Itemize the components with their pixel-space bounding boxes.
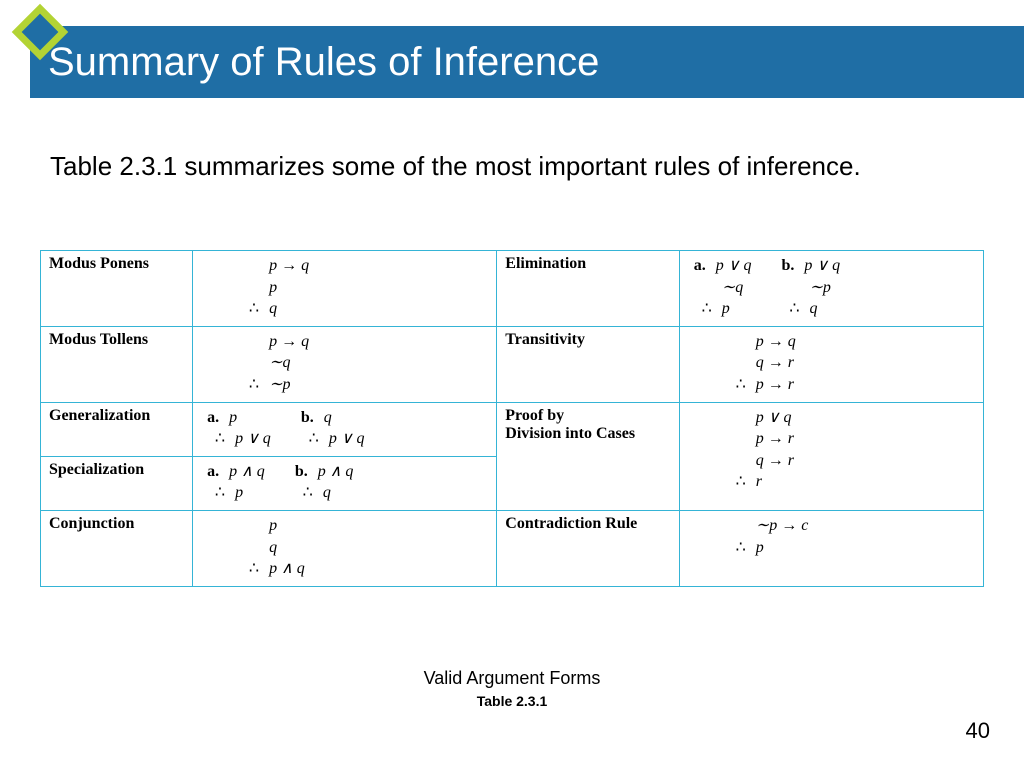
premise-line: p → q — [241, 331, 309, 353]
rule-forms-cell: p → qpq — [193, 251, 497, 327]
rule-forms-cell: a.p ∧ qp b.p ∧ qq — [193, 456, 497, 510]
title-bar: Summary of Rules of Inference — [30, 26, 1024, 98]
argument-form: b.qp ∨ q — [301, 407, 365, 450]
rule-name-cell: Specialization — [41, 456, 193, 510]
rules-table: Modus Ponensp → qpqEliminationa.p ∨ q∼qp… — [40, 250, 984, 587]
argument-form: p → qq → rp → r — [728, 331, 796, 396]
rule-forms-cell: p → qq → rp → r — [679, 326, 983, 402]
conclusion-line: q — [241, 298, 309, 320]
argument-form: a.p ∧ qp — [207, 461, 265, 504]
argument-form: p ∨ qp → rq → rr — [728, 407, 794, 493]
premise-line: p — [241, 515, 305, 537]
conclusion-line: p ∨ q — [207, 428, 271, 450]
conclusion-line: p — [728, 537, 809, 559]
conclusion-line: p ∨ q — [301, 428, 365, 450]
rule-name-cell: Transitivity — [497, 326, 680, 402]
conclusion-line: p ∧ q — [241, 558, 305, 580]
premise-line: a.p ∧ q — [207, 461, 265, 483]
premise-line: b.q — [301, 407, 365, 429]
table-row: Modus Tollensp → q∼q∼pTransitivityp → qq… — [41, 326, 984, 402]
conclusion-line: p — [207, 482, 265, 504]
argument-form: pqp ∧ q — [241, 515, 305, 580]
table-row: Conjunctionpqp ∧ qContradiction Rule∼p →… — [41, 510, 984, 586]
table-row: Modus Ponensp → qpqEliminationa.p ∨ q∼qp… — [41, 251, 984, 327]
slide: Summary of Rules of Inference Table 2.3.… — [0, 0, 1024, 768]
rule-name-cell: Elimination — [497, 251, 680, 327]
table-caption: Valid Argument Forms Table 2.3.1 — [0, 668, 1024, 709]
rule-forms-cell: a.pp ∨ qb.qp ∨ q — [193, 402, 497, 456]
rule-name-cell: Modus Ponens — [41, 251, 193, 327]
rule-name-cell: Modus Tollens — [41, 326, 193, 402]
rules-table-wrap: Modus Ponensp → qpqEliminationa.p ∨ q∼qp… — [40, 250, 984, 587]
argument-form: p → q∼q∼p — [241, 331, 309, 396]
argument-form: a.p ∨ q∼qp — [694, 255, 752, 320]
form-label: a. — [694, 257, 706, 274]
conclusion-line: p → r — [728, 374, 796, 396]
form-label: a. — [207, 463, 219, 480]
premise-line: p → q — [728, 331, 796, 353]
rule-forms-cell: p → q∼q∼p — [193, 326, 497, 402]
premise-line: q → r — [728, 352, 796, 374]
argument-form: b.p ∧ qq — [295, 461, 354, 504]
rule-name-cell: Proof byDivision into Cases — [497, 402, 680, 510]
form-label: b. — [782, 257, 795, 274]
premise-line: p → q — [241, 255, 309, 277]
conclusion-line: q — [295, 482, 354, 504]
conclusion-line: p — [694, 298, 752, 320]
argument-form: a.pp ∨ q — [207, 407, 271, 450]
conclusion-line: q — [782, 298, 841, 320]
table-row: Generalizationa.pp ∨ qb.qp ∨ qProof byDi… — [41, 402, 984, 456]
premise-line: p — [241, 277, 309, 299]
rule-forms-cell: a.p ∨ q∼qp b.p ∨ q∼pq — [679, 251, 983, 327]
premise-line: ∼p — [782, 277, 841, 299]
premise-line: q — [241, 537, 305, 559]
premise-line: a.p — [207, 407, 271, 429]
premise-line: ∼q — [694, 277, 752, 299]
rule-name-cell: Generalization — [41, 402, 193, 456]
rule-forms-cell: p ∨ qp → rq → rr — [679, 402, 983, 510]
premise-line: q → r — [728, 450, 794, 472]
slide-title: Summary of Rules of Inference — [48, 40, 599, 85]
premise-line: ∼q — [241, 352, 309, 374]
form-label: b. — [301, 409, 314, 426]
argument-form: p → qpq — [241, 255, 309, 320]
premise-line: a.p ∨ q — [694, 255, 752, 277]
rule-forms-cell: pqp ∧ q — [193, 510, 497, 586]
argument-form: ∼p → cp — [728, 515, 809, 558]
form-label: a. — [207, 409, 219, 426]
argument-form: b.p ∨ q∼pq — [782, 255, 841, 320]
caption-title: Valid Argument Forms — [0, 668, 1024, 689]
caption-subtitle: Table 2.3.1 — [0, 693, 1024, 709]
rule-forms-cell: ∼p → cp — [679, 510, 983, 586]
premise-line: p → r — [728, 428, 794, 450]
page-number: 40 — [966, 718, 990, 744]
premise-line: b.p ∧ q — [295, 461, 354, 483]
premise-line: b.p ∨ q — [782, 255, 841, 277]
form-label: b. — [295, 463, 308, 480]
premise-line: p ∨ q — [728, 407, 794, 429]
intro-text: Table 2.3.1 summarizes some of the most … — [50, 150, 964, 184]
conclusion-line: r — [728, 471, 794, 493]
premise-line: ∼p → c — [728, 515, 809, 537]
diamond-icon — [8, 0, 72, 64]
rule-name-cell: Conjunction — [41, 510, 193, 586]
conclusion-line: ∼p — [241, 374, 309, 396]
rule-name-cell: Contradiction Rule — [497, 510, 680, 586]
